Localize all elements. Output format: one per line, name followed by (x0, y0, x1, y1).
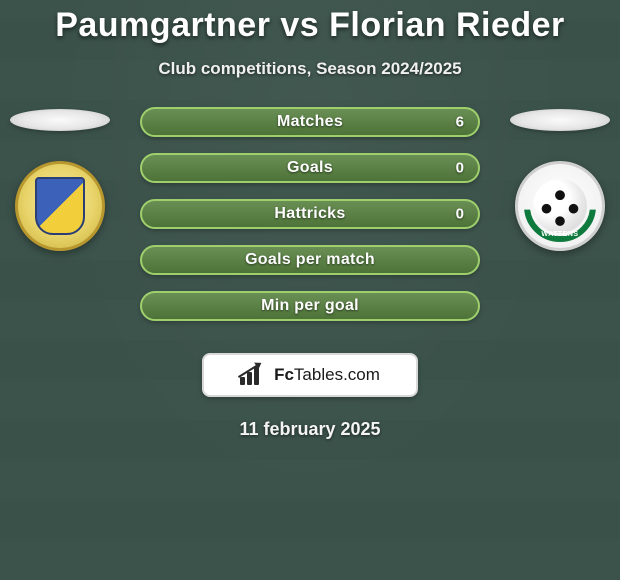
stats-column: Matches 6 Goals 0 Hattricks 0 Goals per … (140, 107, 480, 321)
crest-ring-text: WATTENS (518, 231, 602, 238)
brand-strong: Fc (274, 365, 294, 384)
club-crest-right: WATTENS (515, 161, 605, 251)
stat-label: Goals per match (245, 251, 375, 269)
brand-rest: Tables.com (294, 365, 380, 384)
player-shadow-left (10, 109, 110, 131)
brand-badge: FcTables.com (202, 353, 418, 397)
stat-label: Goals (287, 159, 333, 177)
subtitle: Club competitions, Season 2024/2025 (0, 59, 620, 79)
date-label: 11 february 2025 (0, 419, 620, 440)
stat-row-goals: Goals 0 (140, 153, 480, 183)
shield-icon (35, 177, 85, 235)
stat-label: Min per goal (261, 297, 359, 315)
stat-row-goals-per-match: Goals per match (140, 245, 480, 275)
stat-label: Matches (277, 113, 343, 131)
stat-value-right: 0 (456, 206, 464, 223)
player-shadow-right (510, 109, 610, 131)
stat-row-matches: Matches 6 (140, 107, 480, 137)
club-left (0, 107, 120, 251)
bar-chart-icon (240, 365, 266, 385)
club-crest-left (15, 161, 105, 251)
stat-value-right: 0 (456, 160, 464, 177)
stat-value-right: 6 (456, 114, 464, 131)
page-title: Paumgartner vs Florian Rieder (0, 0, 620, 45)
brand-text: FcTables.com (274, 365, 380, 385)
stat-row-hattricks: Hattricks 0 (140, 199, 480, 229)
comparison-arena: WATTENS Matches 6 Goals 0 Hattricks 0 Go… (0, 107, 620, 335)
stat-row-min-per-goal: Min per goal (140, 291, 480, 321)
club-right: WATTENS (500, 107, 620, 251)
stat-label: Hattricks (274, 205, 345, 223)
